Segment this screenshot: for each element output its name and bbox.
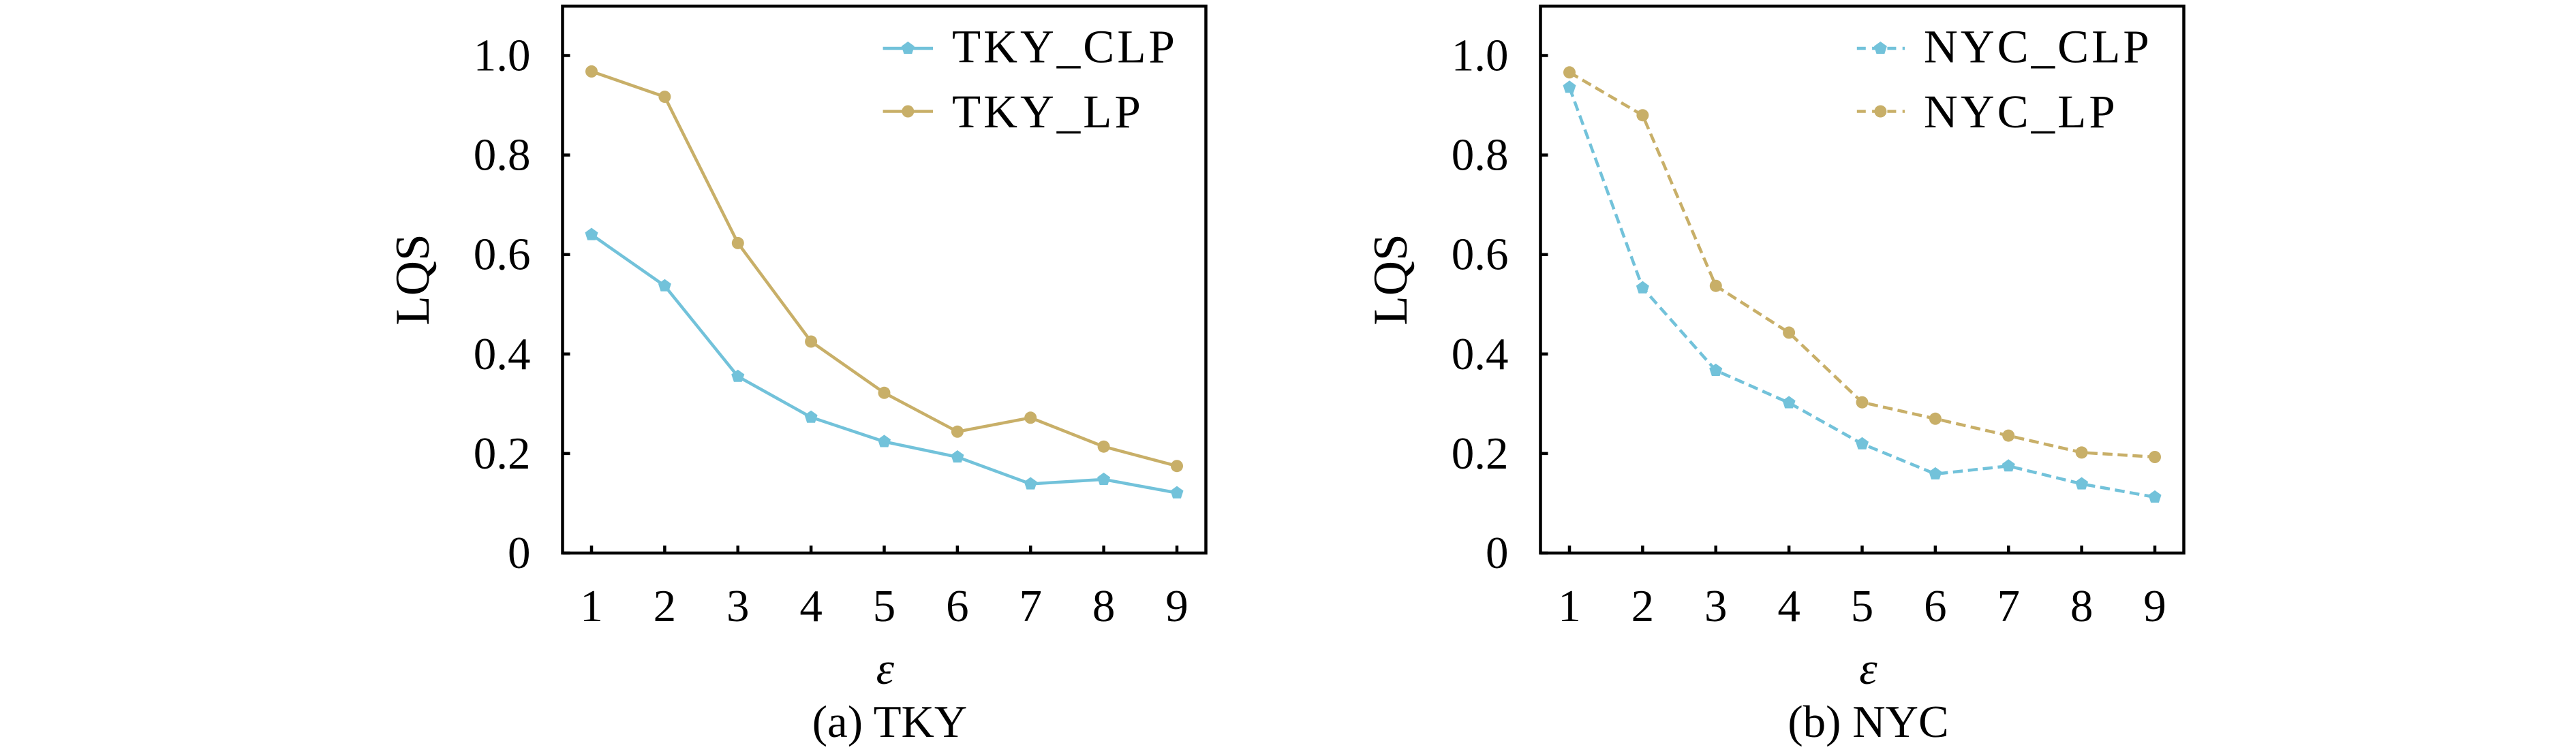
svg-text:9: 9 [1165,581,1189,631]
svg-text:TKY_CLP: TKY_CLP [952,21,1178,73]
svg-text:8: 8 [1092,581,1116,631]
svg-text:5: 5 [1851,581,1874,631]
svg-text:7: 7 [1019,581,1042,631]
svg-text:6: 6 [946,581,969,631]
svg-text:3: 3 [1704,581,1728,631]
svg-text:1.0: 1.0 [1452,31,1509,81]
svg-text:LQS: LQS [386,234,440,325]
svg-text:4: 4 [799,581,823,631]
svg-text:1: 1 [580,581,603,631]
svg-text:0.4: 0.4 [1452,329,1509,379]
svg-text:6: 6 [1924,581,1947,631]
svg-text:1.0: 1.0 [474,31,531,81]
svg-text:0.8: 0.8 [1452,130,1509,180]
svg-text:0.2: 0.2 [1452,428,1509,479]
svg-text:1: 1 [1558,581,1581,631]
svg-text:0.2: 0.2 [474,428,531,479]
svg-text:ε: ε [1859,644,1877,694]
svg-text:0.6: 0.6 [1452,230,1509,280]
svg-text:0.6: 0.6 [474,230,531,280]
svg-text:LQS: LQS [1364,234,1417,325]
svg-text:0: 0 [1486,528,1509,578]
svg-text:0: 0 [508,528,531,578]
svg-text:0.8: 0.8 [474,130,531,180]
svg-text:3: 3 [726,581,750,631]
svg-text:NYC_CLP: NYC_CLP [1924,21,2152,73]
svg-text:NYC_LP: NYC_LP [1924,86,2118,138]
svg-text:(a) TKY: (a) TKY [812,697,968,747]
svg-text:4: 4 [1777,581,1800,631]
svg-text:9: 9 [2143,581,2166,631]
svg-text:(b) NYC: (b) NYC [1788,697,1948,747]
svg-text:TKY_LP: TKY_LP [952,86,1144,138]
svg-text:ε: ε [876,644,895,694]
svg-text:2: 2 [1631,581,1655,631]
svg-text:2: 2 [654,581,677,631]
svg-text:8: 8 [2070,581,2094,631]
svg-text:5: 5 [873,581,896,631]
svg-text:7: 7 [1997,581,2020,631]
svg-text:0.4: 0.4 [474,329,531,379]
